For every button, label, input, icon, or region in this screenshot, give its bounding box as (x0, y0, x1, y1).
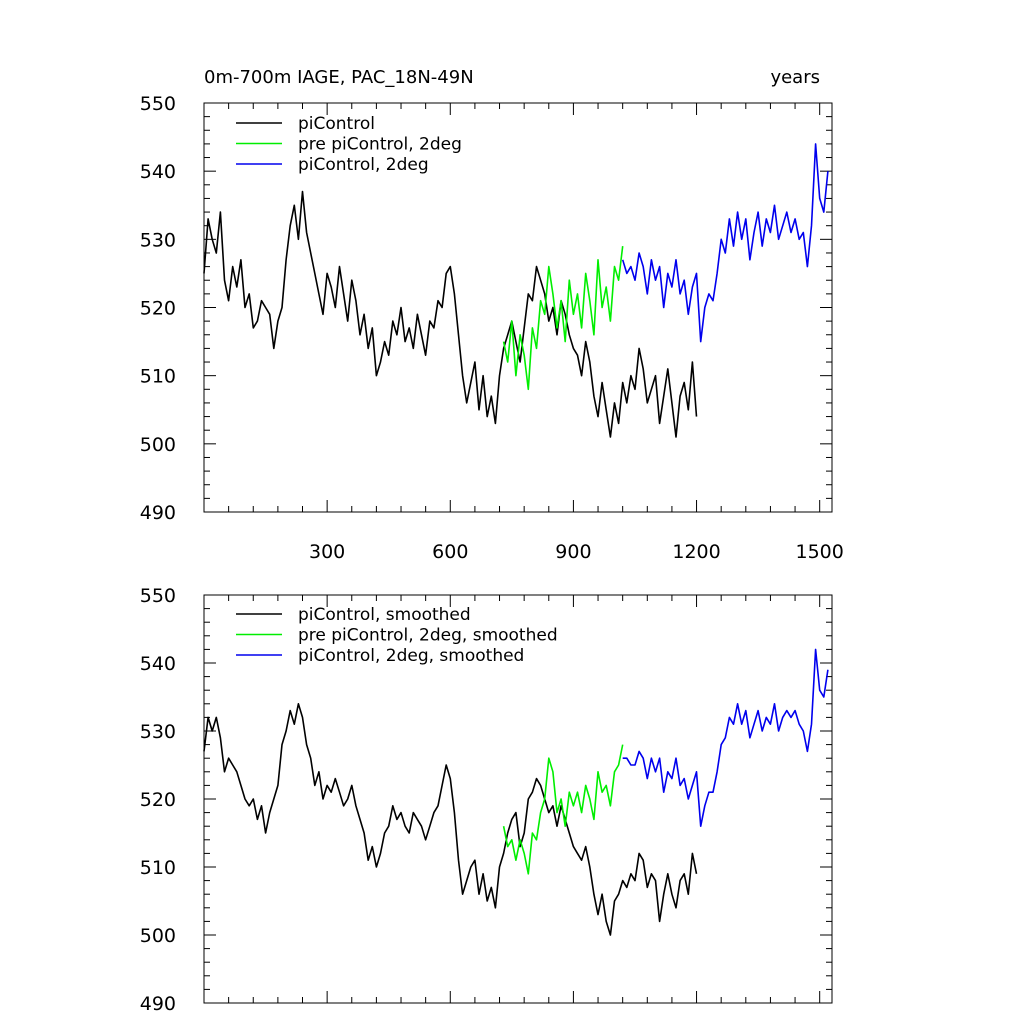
y-tick-label: 520 (140, 789, 176, 811)
legend-label: pre piControl, 2deg, smoothed (298, 626, 558, 646)
x-tick-label: 600 (432, 541, 468, 563)
y-tick-label: 490 (140, 502, 176, 524)
x-tick-label: 1500 (796, 541, 844, 563)
y-tick-label: 540 (140, 161, 176, 183)
series-line-pre-picontrol-2deg (502, 744, 624, 875)
bottom-panel: 490 500 510 520 530 540 550 piControl, smoothed… (140, 585, 833, 1015)
y-tick-label: 550 (140, 93, 176, 115)
legend-label: piControl, 2deg, smoothed (298, 646, 524, 666)
chart-title: 0m-700m IAGE, PAC_18N-49N (204, 67, 474, 88)
y-tick-label: 520 (140, 298, 176, 320)
series-line-picontrol (203, 190, 698, 438)
legend-label: pre piControl, 2deg (298, 135, 462, 155)
legend-label: piControl, 2deg (298, 155, 429, 175)
x-tick-label: 1200 (672, 541, 720, 563)
y-tick-label: 510 (140, 366, 176, 388)
x-tick-label: 300 (309, 541, 345, 563)
x-tick-label: 900 (555, 541, 591, 563)
y-tick-label: 550 (140, 585, 176, 607)
series-line-picontrol-2deg (621, 143, 829, 343)
y-tick-label: 500 (140, 925, 176, 947)
legend-label: piControl (298, 114, 375, 134)
top-panel: 490 500 510 520 530 540 550 300 600 900 1200 1500 pi… (140, 93, 844, 563)
y-tick-label: 490 (140, 993, 176, 1015)
y-tick-label: 510 (140, 857, 176, 879)
legend-label: piControl, smoothed (298, 605, 471, 625)
units-label: years (770, 67, 820, 88)
y-tick-label: 530 (140, 721, 176, 743)
series-line-pre-picontrol-2deg (502, 246, 624, 391)
series-line-picontrol (203, 702, 698, 936)
y-tick-label: 530 (140, 229, 176, 251)
y-tick-label: 540 (140, 653, 176, 675)
y-tick-label: 500 (140, 434, 176, 456)
series-line-picontrol-2deg (622, 648, 829, 828)
